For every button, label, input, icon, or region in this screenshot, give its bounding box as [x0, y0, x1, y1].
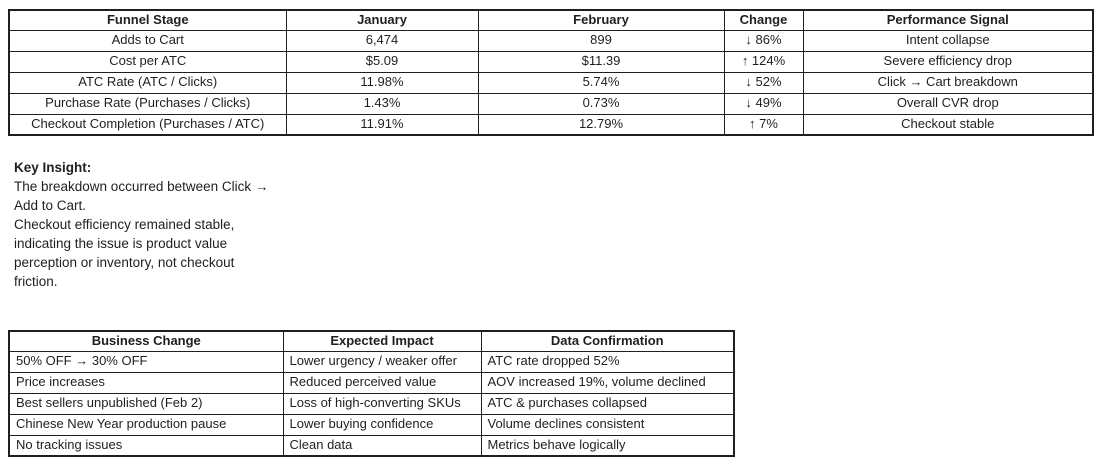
table-row: Chinese New Year production pause Lower b…: [8, 413, 735, 436]
table-cell: AOV increased 19%, volume declined: [480, 371, 735, 394]
table-cell: 899: [477, 29, 725, 52]
table-cell: ATC & purchases collapsed: [480, 392, 735, 415]
table-cell: ↑ 7%: [723, 113, 804, 136]
table-row: 50% OFF → 30% OFF Lower urgency / weaker …: [8, 350, 735, 373]
table-cell: Lower buying confidence: [282, 413, 482, 436]
table-row: Adds to Cart 6,474 899 ↓ 86% Intent collapse: [8, 29, 1094, 52]
table-row: Cost per ATC $5.09 $11.39 ↑ 124% Severe effi…: [8, 50, 1094, 73]
table-cell: ATC Rate (ATC / Clicks): [8, 71, 287, 94]
header-row: Funnel Stage January February Change Perform…: [8, 9, 1094, 31]
table-cell: Click → Cart breakdown: [802, 71, 1094, 94]
key-insight-line: perception or inventory, not checkout: [14, 255, 235, 270]
table-cell: Adds to Cart: [8, 29, 287, 52]
column-header: January: [285, 9, 479, 31]
table-cell: Loss of high-converting SKUs: [282, 392, 482, 415]
table-cell: 50% OFF → 30% OFF: [8, 350, 284, 373]
key-insight-title: Key Insight:: [14, 160, 92, 175]
table-cell: 6,474: [285, 29, 479, 52]
table-cell: Price increases: [8, 371, 284, 394]
key-insight-line: The breakdown occurred between Click →: [14, 179, 269, 194]
table-cell: 11.91%: [285, 113, 479, 136]
table-cell: Checkout Completion (Purchases / ATC): [8, 113, 287, 136]
table-cell: Cost per ATC: [8, 50, 287, 73]
table-cell: Purchase Rate (Purchases / Clicks): [8, 92, 287, 115]
key-insight-line: friction.: [14, 274, 58, 289]
table-cell: 5.74%: [477, 71, 725, 94]
table-row: Best sellers unpublished (Feb 2) Loss of …: [8, 392, 735, 415]
table-cell: Metrics behave logically: [480, 434, 735, 457]
column-header: Performance Signal: [802, 9, 1094, 31]
table-cell: Checkout stable: [802, 113, 1094, 136]
key-insight-section: Key Insight: The breakdown occurred betw…: [14, 158, 374, 291]
table-row: Price increases Reduced perceived value AO…: [8, 371, 735, 394]
table-cell: 1.43%: [285, 92, 479, 115]
table-cell: ↓ 49%: [723, 92, 804, 115]
table-cell: Severe efficiency drop: [802, 50, 1094, 73]
table-cell: Reduced perceived value: [282, 371, 482, 394]
table-row: Purchase Rate (Purchases / Clicks) 1.43% 0…: [8, 92, 1094, 115]
table-row: No tracking issues Clean data Metrics beha…: [8, 434, 735, 457]
table-cell: Intent collapse: [802, 29, 1094, 52]
table-cell: ATC rate dropped 52%: [480, 350, 735, 373]
business-change-table: Business Change Expected Impact Data Confi…: [8, 330, 735, 457]
table-cell: $11.39: [477, 50, 725, 73]
table-row: Checkout Completion (Purchases / ATC) 11.…: [8, 113, 1094, 136]
table-cell: Best sellers unpublished (Feb 2): [8, 392, 284, 415]
table-cell: Overall CVR drop: [802, 92, 1094, 115]
funnel-metrics-table: Funnel Stage January February Change Perform…: [8, 9, 1094, 136]
table-cell: Volume declines consistent: [480, 413, 735, 436]
column-header: Funnel Stage: [8, 9, 287, 31]
column-header: Change: [723, 9, 804, 31]
table-cell: ↓ 86%: [723, 29, 804, 52]
table-cell: ↓ 52%: [723, 71, 804, 94]
key-insight-line: Checkout efficiency remained stable,: [14, 217, 235, 232]
key-insight-line: indicating the issue is product value: [14, 236, 228, 251]
column-header: February: [477, 9, 725, 31]
table-cell: Clean data: [282, 434, 482, 457]
table-cell: 12.79%: [477, 113, 725, 136]
column-header: Expected Impact: [282, 330, 482, 352]
column-header: Data Confirmation: [480, 330, 735, 352]
key-insight-line: Add to Cart.: [14, 198, 87, 213]
table-cell: No tracking issues: [8, 434, 284, 457]
header-row: Business Change Expected Impact Data Confi…: [8, 330, 735, 352]
table-cell: 11.98%: [285, 71, 479, 94]
column-header: Business Change: [8, 330, 284, 352]
table-cell: Chinese New Year production pause: [8, 413, 284, 436]
table-cell: ↑ 124%: [723, 50, 804, 73]
table-cell: 0.73%: [477, 92, 725, 115]
table-cell: $5.09: [285, 50, 479, 73]
table-row: ATC Rate (ATC / Clicks) 11.98% 5.74% ↓ 52% C…: [8, 71, 1094, 94]
table-cell: Lower urgency / weaker offer: [282, 350, 482, 373]
